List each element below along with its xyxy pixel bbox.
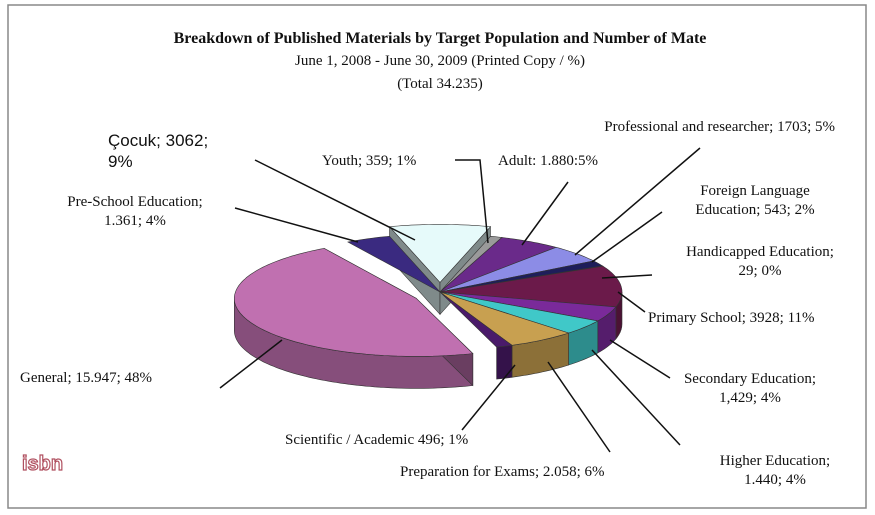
slice (439, 291, 617, 322)
slice (439, 291, 570, 346)
leader-line (591, 211, 663, 263)
slice (439, 237, 558, 293)
chart-title: Breakdown of Published Materials by Targ… (174, 30, 707, 47)
leader-line (521, 181, 569, 246)
leader-line (591, 349, 681, 446)
data-label: Youth; 359; 1% (322, 153, 416, 169)
leader-line (461, 364, 516, 431)
leader-line (254, 159, 416, 241)
leader-line (601, 274, 653, 279)
chart-subtitle: June 1, 2008 - June 30, 2009 (Printed Co… (295, 53, 585, 69)
slice (347, 235, 441, 293)
leader-line (234, 207, 359, 243)
leader-line (547, 361, 611, 453)
data-label: Handicapped Education; 29; 0% (686, 244, 834, 279)
data-label: Çocuk; 3062; 9% (108, 131, 208, 171)
data-label: Preparation for Exams; 2.058; 6% (400, 464, 605, 480)
leader-line (617, 291, 646, 313)
logo: isbn (22, 453, 63, 475)
slice (439, 265, 623, 308)
slice-side (496, 344, 513, 380)
leader-line (609, 339, 671, 379)
data-label: Higher Education; 1.440; 4% (720, 453, 830, 488)
leader-line (574, 147, 701, 256)
leader-line (455, 159, 489, 244)
data-label: Pre-School Education; 1.361; 4% (67, 194, 202, 229)
slice (439, 291, 513, 348)
data-label: Primary School; 3928; 11% (648, 310, 815, 326)
data-label: Adult: 1.880:5% (498, 153, 598, 169)
chart-total: (Total 34.235) (397, 76, 483, 92)
slice (439, 291, 599, 334)
data-label: Secondary Education; 1,429; 4% (684, 371, 816, 406)
data-label: Foreign Language Education; 543; 2% (695, 183, 814, 218)
data-label: Scientific / Academic 496; 1% (285, 432, 468, 448)
data-label: Professional and researcher; 1703; 5% (604, 119, 835, 135)
slice (234, 248, 474, 357)
slice (388, 224, 492, 283)
data-label: General; 15.947; 48% (20, 370, 152, 386)
leader-line (219, 339, 283, 389)
